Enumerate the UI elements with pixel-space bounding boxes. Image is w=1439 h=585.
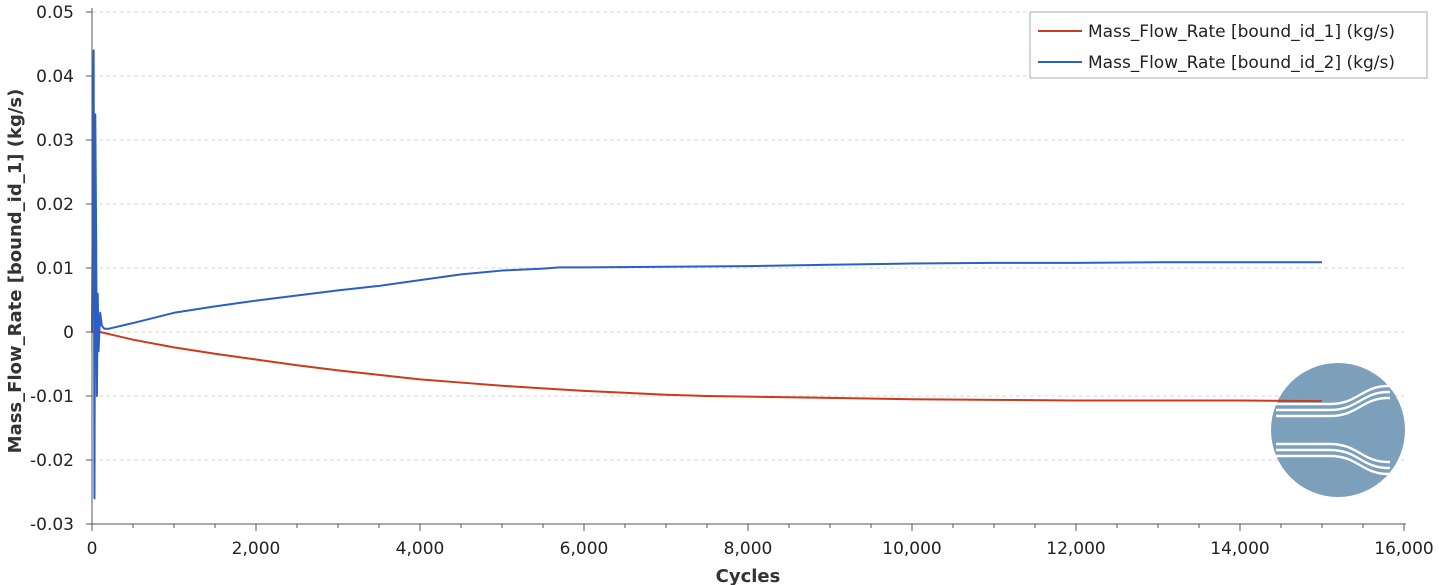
x-axis-title: Cycles (716, 566, 781, 585)
y-tick-label: 0 (63, 323, 74, 343)
legend-label[interactable]: Mass_Flow_Rate [bound_id_2] (kg/s) (1088, 53, 1395, 73)
y-tick-label: 0.03 (36, 131, 74, 151)
y-tick-label: -0.03 (30, 515, 74, 535)
y-axis-title: Mass_Flow_Rate [bound_id_1] (kg/s) (5, 89, 26, 454)
logo-wave (1276, 396, 1390, 418)
x-tick-label: 10,000 (882, 539, 941, 559)
x-tick-label: 0 (87, 539, 98, 559)
legend-box (1029, 11, 1428, 79)
logo-wave (1276, 384, 1390, 406)
x-tick-label: 12,000 (1046, 539, 1105, 559)
x-tick-label: 4,000 (396, 539, 445, 559)
flow-logo (1271, 363, 1405, 497)
y-tick-label: -0.01 (30, 387, 74, 407)
grid-lines (92, 11, 1404, 461)
series-line-2 (91, 49, 1322, 500)
logo-waves (1276, 384, 1390, 476)
y-tick-label: 0.02 (36, 195, 74, 215)
y-tick-label: 0.01 (36, 259, 74, 279)
y-tick-label: 0.05 (36, 3, 74, 23)
legend-label[interactable]: Mass_Flow_Rate [bound_id_1] (kg/s) (1088, 22, 1395, 42)
series-lines (91, 49, 1323, 500)
logo-circle (1271, 363, 1405, 497)
x-tick-label: 16,000 (1374, 539, 1433, 559)
x-tick-label: 8,000 (724, 539, 773, 559)
logo-wave (1276, 442, 1390, 464)
x-tick-label: 6,000 (560, 539, 609, 559)
series-line-1 (92, 331, 1323, 403)
x-tick-label: 14,000 (1210, 539, 1269, 559)
y-tick-label: -0.02 (30, 451, 74, 471)
y-tick-label: 0.04 (36, 67, 74, 87)
logo-wave (1276, 448, 1390, 470)
x-tick-label: 2,000 (232, 539, 281, 559)
logo-wave (1276, 390, 1390, 412)
legend[interactable]: Mass_Flow_Rate [bound_id_1] (kg/s) Mass_F… (1029, 11, 1428, 79)
axes: -0.03 -0.02 -0.01 0 0.01 0.02 0.03 0.04 0.05 0 2,0… (30, 3, 1434, 559)
logo-wave (1276, 454, 1390, 476)
